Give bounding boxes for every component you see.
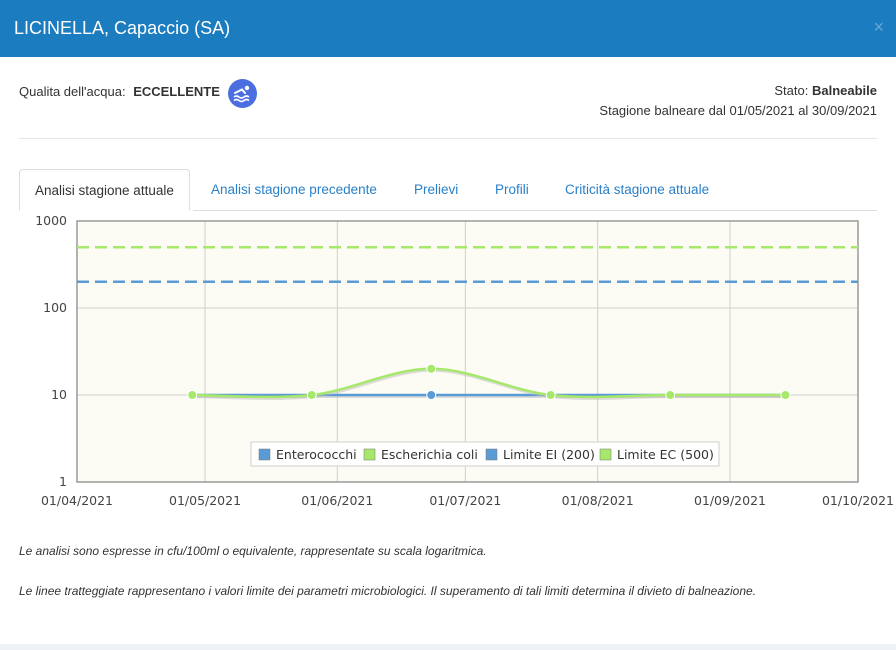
plot-border — [76, 220, 859, 483]
close-icon[interactable]: × — [873, 17, 884, 37]
season-dates: Stagione balneare dal 01/05/2021 al 30/0… — [599, 103, 877, 118]
y-tick-label: 1000 — [35, 213, 67, 228]
y-tick-label: 1 — [59, 474, 67, 489]
data-point — [426, 363, 437, 374]
tab-analisi-stagione-precedente[interactable]: Analisi stagione precedente — [211, 182, 377, 197]
x-tick-label: 01/10/2021 — [822, 493, 894, 508]
modal-title: LICINELLA, Capaccio (SA) — [14, 18, 231, 38]
data-point — [426, 390, 437, 400]
water-quality-label: Qualita dell'acqua: — [19, 84, 126, 99]
tabs-underline — [193, 210, 877, 211]
x-tick-label: 01/07/2021 — [429, 493, 501, 508]
data-point — [665, 390, 676, 400]
legend-swatch — [258, 448, 271, 461]
note-dashed-limits: Le linee tratteggiate rappresentano i va… — [19, 584, 757, 598]
x-tick-label: 01/06/2021 — [301, 493, 373, 508]
tab-profili[interactable]: Profili — [495, 182, 529, 197]
chart-legend: Enterococchi Escherichia coli Limite EI (2… — [250, 441, 720, 467]
legend-label: Limite EC (500) — [617, 447, 714, 462]
legend-swatch — [363, 448, 376, 461]
tab-analisi-stagione-attuale[interactable]: Analisi stagione attuale — [19, 169, 190, 211]
status-block: Stato: Balneabile Stagione balneare dal … — [599, 81, 877, 121]
x-tick-label: 01/04/2021 — [41, 493, 113, 508]
series-line-1 — [192, 367, 786, 399]
data-point — [187, 390, 198, 400]
legend-label: Enterococchi — [276, 447, 357, 462]
legend-box — [250, 441, 720, 467]
legend-swatch — [599, 448, 612, 461]
bacteria-chart: 01/04/2021 01/05/2021 01/06/2021 01/07/2021… — [35, 213, 894, 508]
tab-criticita-stagione-attuale[interactable]: Criticità stagione attuale — [565, 182, 710, 197]
status-line: Stato: Balneabile — [599, 81, 877, 101]
water-quality: Qualita dell'acqua: ECCELLENTE — [19, 84, 220, 99]
x-tick-label: 01/05/2021 — [169, 493, 241, 508]
divider — [19, 138, 877, 139]
footer-strip — [0, 644, 896, 650]
legend-label: Escherichia coli — [381, 447, 478, 462]
status-value: Balneabile — [811, 83, 877, 98]
y-tick-label: 10 — [51, 387, 67, 402]
modal-header: LICINELLA, Capaccio (SA) × — [0, 0, 896, 57]
water-quality-value: ECCELLENTE — [133, 84, 220, 99]
tab-bar: Analisi stagione attuale Analisi stagion… — [19, 169, 877, 211]
data-point — [780, 390, 791, 400]
legend-label: Limite EI (200) — [503, 447, 595, 462]
status-label: Stato: — [774, 83, 809, 98]
data-point — [306, 390, 317, 400]
y-tick-label: 100 — [43, 300, 67, 315]
x-tick-label: 01/09/2021 — [694, 493, 766, 508]
data-point — [545, 390, 556, 400]
tab-prelievi[interactable]: Prelievi — [414, 182, 459, 197]
swimmer-icon — [228, 79, 257, 108]
x-tick-label: 01/08/2021 — [562, 493, 634, 508]
legend-swatch — [485, 448, 498, 461]
plot-area — [77, 221, 858, 482]
note-log-scale: Le analisi sono espresse in cfu/100ml o … — [19, 544, 487, 558]
